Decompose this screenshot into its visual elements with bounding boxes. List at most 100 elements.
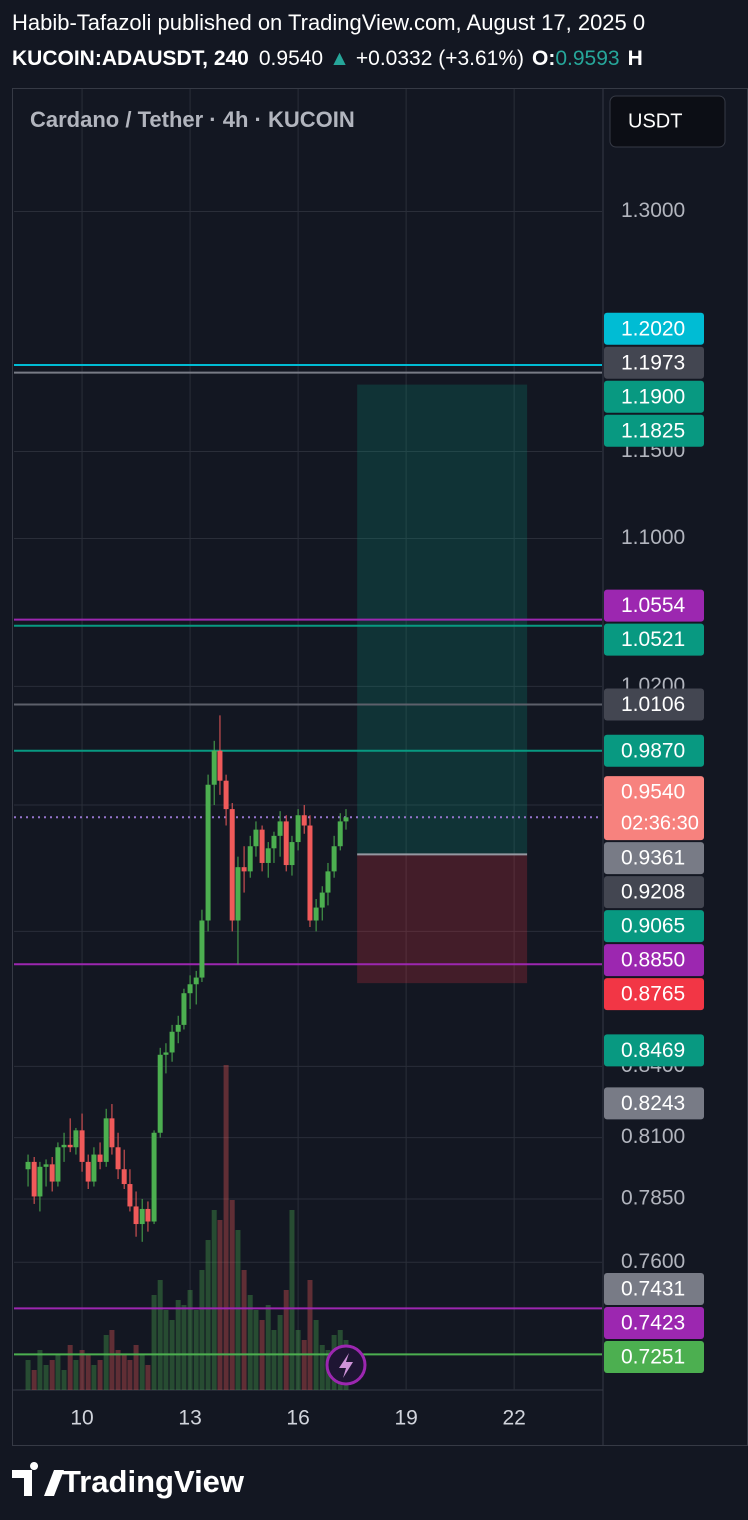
price-tag — [604, 910, 704, 943]
y-tick-label: 0.7850 — [621, 1186, 685, 1209]
candle-body — [103, 1118, 109, 1162]
volume-bar — [85, 1355, 91, 1390]
x-tick-label: 13 — [178, 1407, 201, 1430]
price-tag-label: 1.0521 — [621, 628, 685, 651]
logo-text: TradingView — [62, 1464, 245, 1499]
price-tag — [604, 1341, 704, 1374]
price-tag-label: 1.2020 — [621, 317, 685, 340]
y-tick-label: 0.7600 — [621, 1250, 685, 1273]
volume-bar — [283, 1290, 289, 1390]
candle-body — [265, 848, 271, 863]
price-tag-label: 0.8243 — [621, 1092, 685, 1115]
volume-bar — [91, 1365, 97, 1390]
volume-bar — [235, 1230, 241, 1390]
candle-body — [199, 920, 205, 978]
candle-body — [235, 867, 241, 921]
price-tag-label: 0.8765 — [621, 983, 685, 1006]
candle-body — [307, 825, 313, 921]
candle-body — [229, 809, 235, 921]
price-tag — [604, 1273, 704, 1306]
candle-body — [247, 846, 253, 872]
candle-body — [211, 750, 217, 785]
volume-bar — [43, 1365, 49, 1390]
last: 0.9540 — [259, 47, 323, 70]
logo-mark — [12, 1462, 39, 1496]
change: +0.0332 (+3.61%) — [356, 47, 524, 70]
volume-bar — [271, 1330, 277, 1390]
quote-line: KUCOIN:ADAUSDT, 240 0.9540 ▲ +0.0332 (+3.61… — [12, 47, 643, 70]
candle-body — [181, 993, 187, 1025]
x-tick-label: 16 — [286, 1407, 309, 1430]
candle-body — [163, 1052, 169, 1055]
candle-body — [259, 829, 265, 863]
candle-body — [109, 1118, 115, 1148]
candle-body — [241, 867, 247, 872]
price-tag — [604, 734, 704, 767]
volume-bar — [181, 1305, 187, 1390]
currency-button[interactable] — [609, 95, 726, 148]
volume-bar — [97, 1360, 103, 1390]
price-tag-label: 1.0106 — [621, 693, 685, 716]
volume-bar — [49, 1360, 55, 1390]
price-tag-label: 0.8850 — [621, 949, 685, 972]
candle-body — [295, 815, 301, 843]
candle-body — [169, 1031, 175, 1053]
price-tag-label: 0.7251 — [621, 1346, 685, 1369]
candle-body — [49, 1164, 55, 1182]
price-tag-label: 0.8469 — [621, 1039, 685, 1062]
price-tag — [604, 1034, 704, 1067]
volume-bar — [61, 1370, 67, 1390]
candle-body — [289, 842, 295, 866]
candle-body — [61, 1144, 67, 1148]
candle-body — [157, 1054, 163, 1133]
price-tag — [604, 589, 704, 622]
volume-bar — [67, 1345, 73, 1390]
volume-bar — [265, 1305, 271, 1390]
candle-body — [127, 1184, 133, 1207]
volume-bar — [301, 1340, 307, 1390]
volume-bar — [37, 1350, 43, 1390]
alert-bolt — [339, 1353, 353, 1378]
price-tag-label: 1.0554 — [621, 594, 686, 617]
price-tag-label: 0.9361 — [621, 847, 685, 870]
candle-body — [217, 750, 223, 781]
volume-bar — [193, 1310, 199, 1390]
volume-bar — [157, 1280, 163, 1390]
price-tag — [604, 623, 704, 656]
candle-body — [97, 1154, 103, 1162]
y-tick-label: 1.3000 — [621, 199, 685, 222]
candle-body — [205, 784, 211, 921]
candle-body — [193, 977, 199, 985]
candle-body — [55, 1147, 61, 1182]
volume-bar — [139, 1355, 145, 1390]
volume-bar — [187, 1290, 193, 1390]
price-countdown: 02:36:30 — [621, 812, 699, 834]
volume-bar — [277, 1315, 283, 1390]
price-tag-label: 0.9870 — [621, 739, 685, 762]
price-tag — [604, 414, 704, 447]
price-tag — [604, 380, 704, 413]
publish-line: Habib-Tafazoli published on TradingView.… — [12, 10, 645, 35]
candle-body — [319, 892, 325, 908]
price-tag — [604, 1087, 704, 1120]
open: 0.9593 — [555, 47, 619, 70]
candle-body — [139, 1208, 145, 1225]
candle-body — [31, 1161, 37, 1197]
volume-bar — [211, 1210, 217, 1390]
volume-bar — [217, 1220, 223, 1390]
arrow: ▲ — [329, 47, 350, 70]
currency[interactable]: USDT — [628, 110, 682, 132]
candle-body — [37, 1166, 43, 1197]
logo: TradingView — [12, 1462, 245, 1499]
candle-body — [67, 1144, 73, 1148]
volume-bar — [115, 1350, 121, 1390]
candle-body — [343, 817, 349, 822]
candle-body — [91, 1154, 97, 1182]
candle-body — [271, 835, 277, 849]
volume-bar — [295, 1330, 301, 1390]
volume-bar — [73, 1360, 79, 1390]
symbol: KUCOIN:ADAUSDT, 240 — [12, 47, 249, 70]
price-tag — [604, 346, 704, 379]
volume-bar — [133, 1345, 139, 1390]
